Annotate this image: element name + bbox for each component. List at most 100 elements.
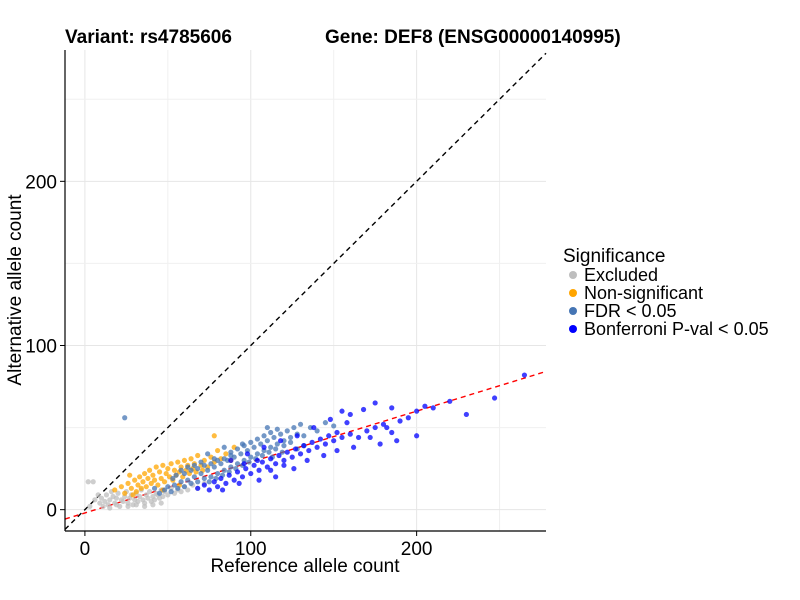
point-fdr-0-05: [214, 457, 221, 464]
point-fdr-0-05: [287, 439, 294, 445]
point-bonferroni-p-val-0-05: [339, 434, 345, 441]
point-non-significant: [145, 475, 151, 482]
point-bonferroni-p-val-0-05: [317, 436, 324, 442]
point-excluded: [142, 503, 148, 509]
point-bonferroni-p-val-0-05: [360, 406, 367, 413]
data-points: [85, 372, 528, 511]
point-excluded: [125, 503, 131, 509]
point-non-significant: [140, 479, 146, 485]
point-fdr-0-05: [264, 438, 270, 444]
point-non-significant: [128, 485, 134, 491]
point-fdr-0-05: [251, 444, 257, 450]
point-non-significant: [175, 459, 181, 465]
point-non-significant: [130, 492, 136, 498]
point-fdr-0-05: [188, 480, 194, 486]
point-excluded: [151, 497, 158, 503]
point-non-significant: [112, 487, 118, 493]
point-fdr-0-05: [173, 472, 179, 478]
point-fdr-0-05: [205, 451, 211, 457]
x-tick-label: 0: [80, 539, 91, 560]
point-fdr-0-05: [284, 428, 290, 434]
point-bonferroni-p-val-0-05: [231, 477, 237, 483]
point-excluded: [100, 503, 106, 509]
point-bonferroni-p-val-0-05: [264, 464, 270, 470]
legend: Significance ExcludedNon-significantFDR …: [563, 246, 769, 339]
point-excluded: [107, 505, 113, 511]
chart-title-gene: Gene: DEF8 (ENSG00000140995): [325, 27, 621, 48]
point-bonferroni-p-val-0-05: [281, 462, 287, 468]
point-bonferroni-p-val-0-05: [314, 444, 320, 450]
point-bonferroni-p-val-0-05: [447, 398, 453, 404]
point-excluded: [160, 493, 166, 500]
point-non-significant: [181, 457, 188, 464]
point-fdr-0-05: [221, 456, 227, 462]
point-non-significant: [171, 467, 178, 473]
point-fdr-0-05: [268, 429, 274, 436]
point-excluded: [90, 479, 96, 485]
point-fdr-0-05: [178, 479, 184, 485]
point-bonferroni-p-val-0-05: [273, 474, 279, 480]
point-non-significant: [135, 482, 141, 488]
point-bonferroni-p-val-0-05: [326, 433, 332, 439]
point-non-significant: [195, 452, 201, 459]
point-fdr-0-05: [271, 434, 277, 441]
point-bonferroni-p-val-0-05: [414, 433, 420, 439]
point-bonferroni-p-val-0-05: [347, 431, 353, 437]
point-non-significant: [214, 447, 221, 454]
point-fdr-0-05: [228, 449, 234, 455]
point-bonferroni-p-val-0-05: [276, 452, 282, 459]
point-fdr-0-05: [181, 470, 188, 477]
point-non-significant: [151, 477, 158, 483]
point-bonferroni-p-val-0-05: [394, 438, 400, 444]
point-bonferroni-p-val-0-05: [297, 451, 304, 457]
point-bonferroni-p-val-0-05: [214, 484, 221, 490]
point-non-significant: [160, 462, 166, 468]
legend-key-excluded: [569, 271, 577, 279]
point-fdr-0-05: [165, 484, 171, 490]
point-bonferroni-p-val-0-05: [256, 477, 262, 483]
point-bonferroni-p-val-0-05: [311, 424, 317, 431]
point-bonferroni-p-val-0-05: [463, 411, 469, 418]
legend-label-excluded: Excluded: [584, 265, 658, 285]
point-bonferroni-p-val-0-05: [405, 415, 411, 421]
point-non-significant: [118, 484, 124, 490]
point-bonferroni-p-val-0-05: [244, 451, 251, 457]
point-excluded: [120, 498, 126, 505]
point-bonferroni-p-val-0-05: [355, 434, 362, 441]
point-bonferroni-p-val-0-05: [281, 457, 287, 464]
point-bonferroni-p-val-0-05: [430, 405, 436, 411]
point-bonferroni-p-val-0-05: [321, 452, 327, 459]
point-excluded: [102, 498, 108, 505]
point-fdr-0-05: [273, 446, 279, 452]
point-fdr-0-05: [214, 470, 221, 477]
point-non-significant: [142, 470, 148, 477]
point-non-significant: [138, 485, 144, 491]
point-excluded: [158, 500, 164, 506]
point-fdr-0-05: [188, 467, 194, 473]
point-bonferroni-p-val-0-05: [372, 424, 378, 431]
point-bonferroni-p-val-0-05: [226, 472, 232, 478]
point-bonferroni-p-val-0-05: [414, 408, 420, 414]
point-fdr-0-05: [291, 424, 297, 431]
point-fdr-0-05: [195, 479, 201, 485]
legend-label-fdr-0-05: FDR < 0.05: [584, 301, 677, 321]
point-fdr-0-05: [198, 470, 204, 477]
point-bonferroni-p-val-0-05: [218, 475, 224, 482]
point-fdr-0-05: [221, 467, 227, 473]
point-bonferroni-p-val-0-05: [278, 438, 284, 444]
point-bonferroni-p-val-0-05: [380, 421, 387, 427]
point-fdr-0-05: [205, 467, 211, 473]
point-bonferroni-p-val-0-05: [377, 441, 383, 447]
x-tick-label: 100: [235, 539, 267, 560]
point-fdr-0-05: [161, 487, 168, 493]
point-fdr-0-05: [254, 436, 260, 442]
point-non-significant: [165, 466, 171, 472]
point-fdr-0-05: [218, 461, 224, 467]
point-fdr-0-05: [297, 421, 304, 427]
point-bonferroni-p-val-0-05: [268, 467, 274, 473]
point-excluded: [95, 492, 101, 498]
point-fdr-0-05: [241, 443, 247, 449]
chart-title-variant: Variant: rs4785606: [65, 27, 232, 48]
point-fdr-0-05: [221, 444, 227, 450]
